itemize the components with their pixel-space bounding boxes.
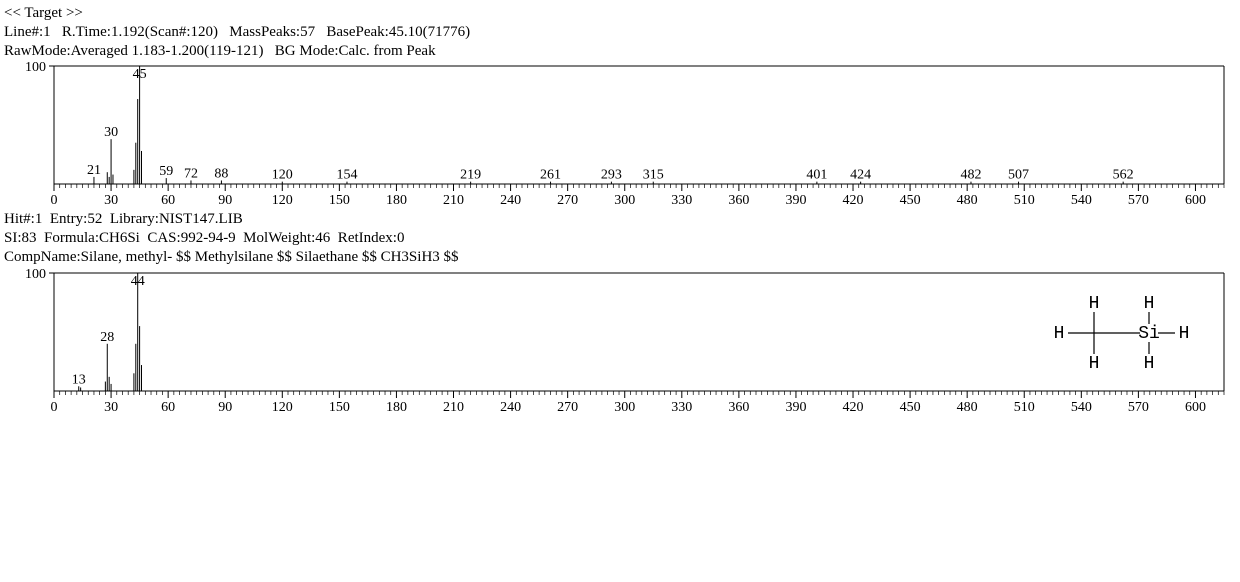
svg-text:0: 0 — [51, 193, 58, 208]
svg-text:480: 480 — [957, 193, 978, 208]
svg-text:120: 120 — [272, 168, 293, 183]
svg-text:293: 293 — [601, 168, 622, 183]
svg-text:60: 60 — [161, 193, 175, 208]
svg-text:H: H — [1089, 353, 1100, 373]
svg-text:28: 28 — [100, 329, 114, 344]
svg-text:390: 390 — [785, 400, 806, 415]
svg-text:540: 540 — [1071, 400, 1092, 415]
library-info-1: Hit#:1 Entry:52 Library:NIST147.LIB — [4, 210, 1240, 229]
svg-text:H: H — [1054, 323, 1065, 343]
svg-text:540: 540 — [1071, 193, 1092, 208]
svg-text:60: 60 — [161, 400, 175, 415]
svg-text:330: 330 — [671, 400, 692, 415]
svg-text:180: 180 — [386, 193, 407, 208]
library-spectrum: 100 0 30 60 90 120 150 180 210 240 270 300 330 360 390… — [4, 267, 1240, 417]
library-info-2: SI:83 Formula:CH6Si CAS:992-94-9 MolWeig… — [4, 229, 1240, 248]
svg-text:0: 0 — [51, 400, 58, 415]
svg-text:300: 300 — [614, 400, 635, 415]
svg-text:424: 424 — [850, 168, 871, 183]
svg-text:59: 59 — [159, 164, 173, 179]
svg-text:270: 270 — [557, 400, 578, 415]
svg-text:72: 72 — [184, 167, 198, 182]
svg-text:300: 300 — [614, 193, 635, 208]
svg-text:401: 401 — [806, 168, 827, 183]
svg-text:13: 13 — [72, 372, 86, 387]
svg-text:360: 360 — [728, 400, 749, 415]
svg-text:H: H — [1144, 353, 1155, 373]
svg-text:420: 420 — [843, 400, 864, 415]
svg-text:482: 482 — [960, 168, 981, 183]
svg-text:88: 88 — [214, 167, 228, 182]
svg-text:30: 30 — [104, 193, 118, 208]
svg-text:270: 270 — [557, 193, 578, 208]
target-spectrum: 100 0 30 60 90 120 150 180 210 240 270 300 330 360 390… — [4, 60, 1240, 210]
svg-text:450: 450 — [900, 193, 921, 208]
svg-text:180: 180 — [386, 400, 407, 415]
svg-text:219: 219 — [460, 168, 481, 183]
svg-text:420: 420 — [843, 193, 864, 208]
svg-text:100: 100 — [25, 60, 46, 75]
svg-text:261: 261 — [540, 168, 561, 183]
svg-text:600: 600 — [1185, 193, 1206, 208]
svg-text:H: H — [1144, 293, 1155, 313]
svg-text:600: 600 — [1185, 400, 1206, 415]
svg-text:150: 150 — [329, 193, 350, 208]
svg-text:120: 120 — [272, 193, 293, 208]
svg-text:390: 390 — [785, 193, 806, 208]
svg-text:315: 315 — [643, 168, 664, 183]
svg-text:570: 570 — [1128, 193, 1149, 208]
svg-text:45: 45 — [133, 67, 147, 82]
svg-text:30: 30 — [104, 125, 118, 140]
svg-text:154: 154 — [336, 168, 357, 183]
target-info-1: Line#:1 R.Time:1.192(Scan#:120) MassPeak… — [4, 23, 1240, 42]
svg-text:H: H — [1089, 293, 1100, 313]
svg-text:90: 90 — [218, 193, 232, 208]
target-info-2: RawMode:Averaged 1.183-1.200(119-121) BG… — [4, 42, 1240, 61]
svg-text:120: 120 — [272, 400, 293, 415]
svg-text:507: 507 — [1008, 168, 1029, 183]
svg-text:570: 570 — [1128, 400, 1149, 415]
svg-text:Si: Si — [1138, 323, 1160, 343]
target-title: << Target >> — [4, 4, 1240, 23]
svg-text:H: H — [1179, 323, 1190, 343]
svg-text:30: 30 — [104, 400, 118, 415]
library-info-3: CompName:Silane, methyl- $$ Methylsilane… — [4, 248, 1240, 267]
svg-text:210: 210 — [443, 400, 464, 415]
svg-text:100: 100 — [25, 267, 46, 282]
svg-text:44: 44 — [131, 274, 145, 289]
svg-text:480: 480 — [957, 400, 978, 415]
svg-text:240: 240 — [500, 400, 521, 415]
svg-text:510: 510 — [1014, 193, 1035, 208]
svg-text:562: 562 — [1113, 168, 1134, 183]
svg-text:240: 240 — [500, 193, 521, 208]
svg-text:90: 90 — [218, 400, 232, 415]
svg-text:150: 150 — [329, 400, 350, 415]
svg-text:450: 450 — [900, 400, 921, 415]
svg-text:21: 21 — [87, 163, 101, 178]
svg-text:210: 210 — [443, 193, 464, 208]
svg-text:510: 510 — [1014, 400, 1035, 415]
svg-text:360: 360 — [728, 193, 749, 208]
svg-text:330: 330 — [671, 193, 692, 208]
